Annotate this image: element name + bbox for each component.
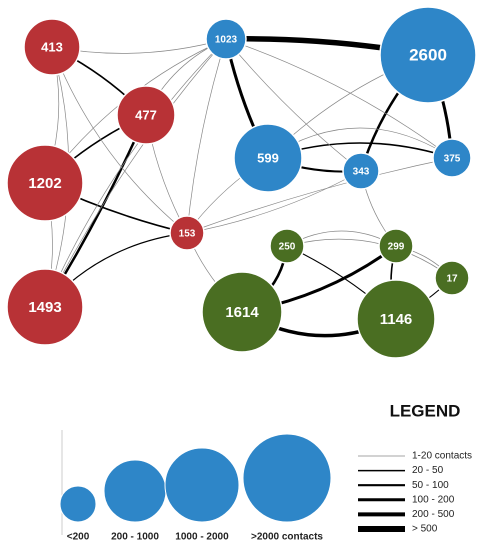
edge bbox=[44, 38, 227, 308]
edge bbox=[186, 170, 362, 234]
node-label: 1202 bbox=[28, 175, 61, 192]
node bbox=[379, 6, 477, 104]
node bbox=[342, 152, 380, 190]
legend-size-circle bbox=[59, 485, 97, 523]
node-label: 413 bbox=[41, 39, 63, 54]
edge bbox=[186, 38, 227, 234]
node bbox=[6, 144, 84, 222]
node bbox=[6, 268, 84, 346]
node bbox=[169, 215, 205, 251]
node bbox=[233, 123, 303, 193]
node-label: 1614 bbox=[225, 304, 259, 321]
node-label: 477 bbox=[135, 107, 157, 122]
legend-line-label: 1-20 contacts bbox=[412, 451, 472, 462]
legend-size-label: <200 bbox=[67, 532, 90, 543]
node-label: 1023 bbox=[215, 35, 238, 46]
legend-size-circle bbox=[164, 447, 240, 523]
edge bbox=[186, 157, 453, 234]
node-label: 17 bbox=[446, 274, 458, 285]
node bbox=[378, 228, 414, 264]
node-label: 153 bbox=[179, 229, 196, 240]
nodes: 413 477 1202 1493 153 1023 2600 599 343 375 250 299… bbox=[6, 6, 477, 359]
node-label: 1146 bbox=[380, 311, 413, 328]
node-label: 250 bbox=[279, 242, 296, 253]
legend-size-label: 1000 - 2000 bbox=[175, 532, 229, 543]
node bbox=[23, 18, 81, 76]
node bbox=[269, 228, 305, 264]
node bbox=[205, 18, 247, 60]
legend-size-circle bbox=[103, 459, 167, 523]
node-label: 1493 bbox=[28, 299, 61, 316]
legend-line-label: 50 - 100 bbox=[412, 480, 449, 491]
edge bbox=[51, 46, 188, 234]
edge bbox=[225, 38, 453, 159]
legend-line-label: > 500 bbox=[412, 524, 438, 535]
node bbox=[356, 279, 436, 359]
legend-size-circle bbox=[242, 433, 332, 523]
legend-line-label: 200 - 500 bbox=[412, 509, 455, 520]
edge bbox=[286, 238, 453, 279]
node bbox=[434, 260, 470, 296]
node-label: 299 bbox=[388, 242, 405, 253]
legend: LEGEND <200 200 - 1000 1000 - 2000 >2000 co… bbox=[59, 401, 472, 543]
legend-line-label: 20 - 50 bbox=[412, 465, 444, 476]
node bbox=[432, 138, 472, 178]
node bbox=[201, 271, 283, 353]
node-label: 599 bbox=[257, 150, 279, 165]
edge bbox=[225, 38, 362, 172]
legend-size-label: >2000 contacts bbox=[251, 532, 323, 543]
legend-title: LEGEND bbox=[390, 401, 461, 420]
node-label: 343 bbox=[353, 167, 370, 178]
node-label: 375 bbox=[444, 154, 461, 165]
legend-size-label: 200 - 1000 bbox=[111, 532, 159, 543]
node bbox=[116, 85, 176, 145]
legend-line-label: 100 - 200 bbox=[412, 494, 455, 505]
node-label: 2600 bbox=[409, 45, 447, 64]
edge bbox=[44, 38, 227, 308]
